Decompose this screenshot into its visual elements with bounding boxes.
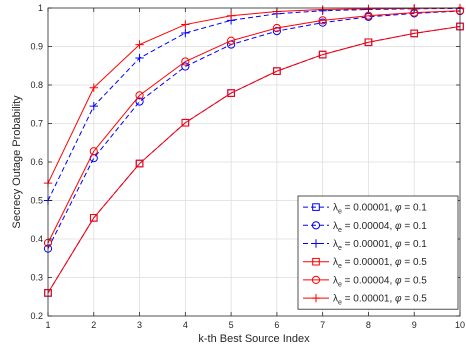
y-tick-label: 0.2 (30, 311, 43, 321)
data-point-marker (181, 20, 190, 29)
data-point-marker (89, 147, 98, 156)
data-point-marker (226, 11, 236, 20)
legend-entry-6: λe = 0.00001, φ = 0.5 (303, 294, 427, 307)
series-line (47, 7, 461, 184)
y-tick-label: 0.5 (30, 196, 43, 206)
series-line (47, 10, 461, 249)
data-point-marker (181, 62, 190, 71)
y-tick-label: 0.6 (30, 157, 43, 167)
x-tick-label: 6 (274, 320, 279, 330)
legend-box (297, 195, 459, 310)
legend-marker (311, 221, 321, 230)
data-point-marker (181, 118, 190, 127)
legend-label: λe = 0.00004, φ = 0.5 (333, 275, 427, 288)
data-point-marker (135, 159, 144, 168)
data-point-marker (135, 40, 144, 49)
y-tick-label: 1 (38, 3, 43, 13)
data-point-marker (135, 91, 144, 100)
data-point-marker (89, 101, 98, 111)
legend-entry-1: λe = 0.00001, φ = 0.1 (303, 203, 427, 216)
x-tick-label: 1 (45, 320, 50, 330)
x-axis-label: k-th Best Source Index (198, 333, 310, 345)
legend-label: λe = 0.00001, φ = 0.5 (333, 294, 427, 307)
y-tick-label: 0.8 (30, 80, 43, 90)
x-tick-label: 4 (183, 320, 188, 330)
x-tick-label: 5 (229, 320, 234, 330)
legend-entry-5: λe = 0.00004, φ = 0.5 (303, 275, 427, 288)
legend-label: λe = 0.00001, φ = 0.1 (333, 239, 427, 252)
data-point-marker (227, 36, 236, 45)
data-point-marker (135, 97, 144, 106)
x-tick-label: 3 (137, 320, 142, 330)
x-tick-label: 10 (455, 320, 465, 330)
legend-marker (311, 293, 321, 303)
legend-entry-4: λe = 0.00001, φ = 0.5 (303, 257, 427, 270)
y-tick-label: 0.3 (30, 273, 43, 283)
legend-entry-3: λe = 0.00001, φ = 0.1 (303, 239, 427, 252)
series-line (47, 7, 461, 201)
data-point-marker (181, 57, 190, 66)
y-tick-label: 0.9 (30, 42, 43, 52)
data-point-marker (89, 214, 98, 222)
data-point-marker (410, 29, 419, 38)
legend-marker (312, 203, 320, 211)
data-point-marker (135, 53, 144, 63)
data-point-marker (364, 38, 373, 47)
data-point-marker (89, 83, 98, 92)
legend-marker (311, 275, 321, 284)
axis-ticks: 1 2 3 4 5 6 7 8 9 10 0.2 0.3 0.4 0.5 0.6 0.7 0.8 0.9 1 (30, 3, 465, 330)
data-point-marker (318, 18, 327, 27)
data-point-marker (227, 89, 235, 97)
x-tick-label: 8 (366, 320, 371, 330)
y-tick-label: 0.7 (30, 119, 43, 129)
legend-marker (311, 239, 321, 248)
data-point-marker (318, 50, 327, 59)
legend-label: λe = 0.00001, φ = 0.5 (333, 257, 427, 270)
legend-label: λe = 0.00001, φ = 0.1 (333, 203, 427, 216)
data-point-marker (273, 67, 281, 75)
legend-entry-2: λe = 0.00004, φ = 0.1 (303, 221, 427, 234)
x-tick-label: 2 (91, 320, 96, 330)
data-point-marker (272, 23, 281, 33)
series-line (47, 25, 461, 294)
x-tick-label: 7 (320, 320, 325, 330)
data-point-marker (181, 28, 190, 38)
series-line (47, 10, 461, 244)
x-tick-label: 9 (412, 320, 417, 330)
data-point-marker (272, 27, 281, 36)
y-axis-label: Secrecy Outage Probability (11, 95, 23, 229)
y-tick-label: 0.4 (30, 234, 43, 244)
legend-marker (312, 257, 320, 266)
legend: λe = 0.00001, φ = 0.1 λe = 0.00004, φ = 0… (297, 195, 459, 310)
legend-label: λe = 0.00004, φ = 0.1 (333, 221, 427, 234)
data-point-marker (318, 16, 327, 25)
